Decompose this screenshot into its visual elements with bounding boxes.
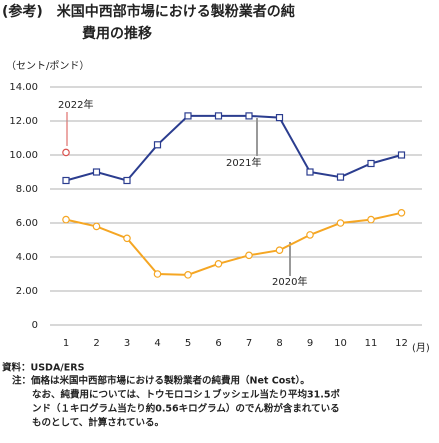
y-tick-label: 2.00 (16, 286, 38, 297)
y-tick-label: 4.00 (16, 252, 38, 263)
x-tick-label: 4 (154, 338, 160, 349)
x-tick-label: 10 (334, 338, 347, 349)
annotation: 2021年 (226, 156, 261, 169)
marker (62, 215, 70, 224)
marker (123, 234, 131, 243)
x-tick-label: 1 (63, 338, 69, 349)
series-line (65, 211, 402, 276)
note: 資料：USDA/ERS (2, 362, 85, 374)
marker (275, 246, 284, 255)
marker (184, 271, 192, 279)
marker (62, 148, 70, 157)
marker (153, 270, 162, 278)
marker (336, 173, 345, 181)
marker (92, 168, 101, 176)
y-tick-label: 14.00 (9, 82, 38, 93)
x-axis-unit: (月) (412, 342, 430, 354)
chart-title: (参考) 米国中西部市場における製粉業者の純 (2, 3, 295, 20)
marker (367, 159, 375, 168)
marker (153, 141, 162, 149)
annotation: 2020年 (272, 275, 307, 288)
marker (92, 222, 101, 231)
x-tick-label: 12 (395, 338, 408, 349)
marker (397, 209, 406, 217)
y-tick-label: 6.00 (16, 218, 38, 229)
y-tick-label: 10.00 (9, 150, 38, 161)
marker (184, 112, 192, 120)
note: 注：価格は米国中西部市場における製粉業者の純費用（Net Cost）。 (12, 375, 310, 387)
series-line (65, 114, 402, 182)
marker (214, 259, 223, 268)
marker (245, 112, 253, 120)
marker (245, 251, 253, 260)
note: なお、純費用については、トウモロコシ１ブッシェル当たり平均31.5ポ (32, 389, 340, 401)
annotation: 2022年 (58, 98, 93, 111)
marker (367, 215, 375, 224)
y-tick-label: 12.00 (9, 116, 38, 127)
x-tick-label: 2 (93, 338, 99, 349)
y-axis-label: （セント/ポンド） (6, 60, 89, 72)
marker (397, 151, 406, 159)
marker (123, 176, 131, 185)
y-tick-label: 8.00 (16, 184, 38, 195)
note: ンド（１キログラム当たり約0.56キログラム）のでん粉が含まれている (32, 403, 340, 415)
chart-title: 費用の推移 (82, 25, 152, 42)
x-tick-label: 11 (365, 338, 378, 349)
marker (214, 112, 223, 120)
marker (306, 168, 314, 176)
x-tick-label: 8 (276, 338, 282, 349)
x-tick-label: 6 (215, 338, 221, 349)
y-tick-label: 0 (32, 320, 38, 331)
x-tick-label: 7 (246, 338, 252, 349)
marker (336, 219, 345, 227)
marker (275, 113, 284, 122)
x-tick-label: 9 (307, 338, 313, 349)
marker (306, 231, 314, 239)
marker (62, 176, 70, 185)
x-tick-label: 3 (124, 338, 130, 349)
note: ものとして、計算されている。 (32, 417, 164, 429)
x-tick-label: 5 (185, 338, 191, 349)
